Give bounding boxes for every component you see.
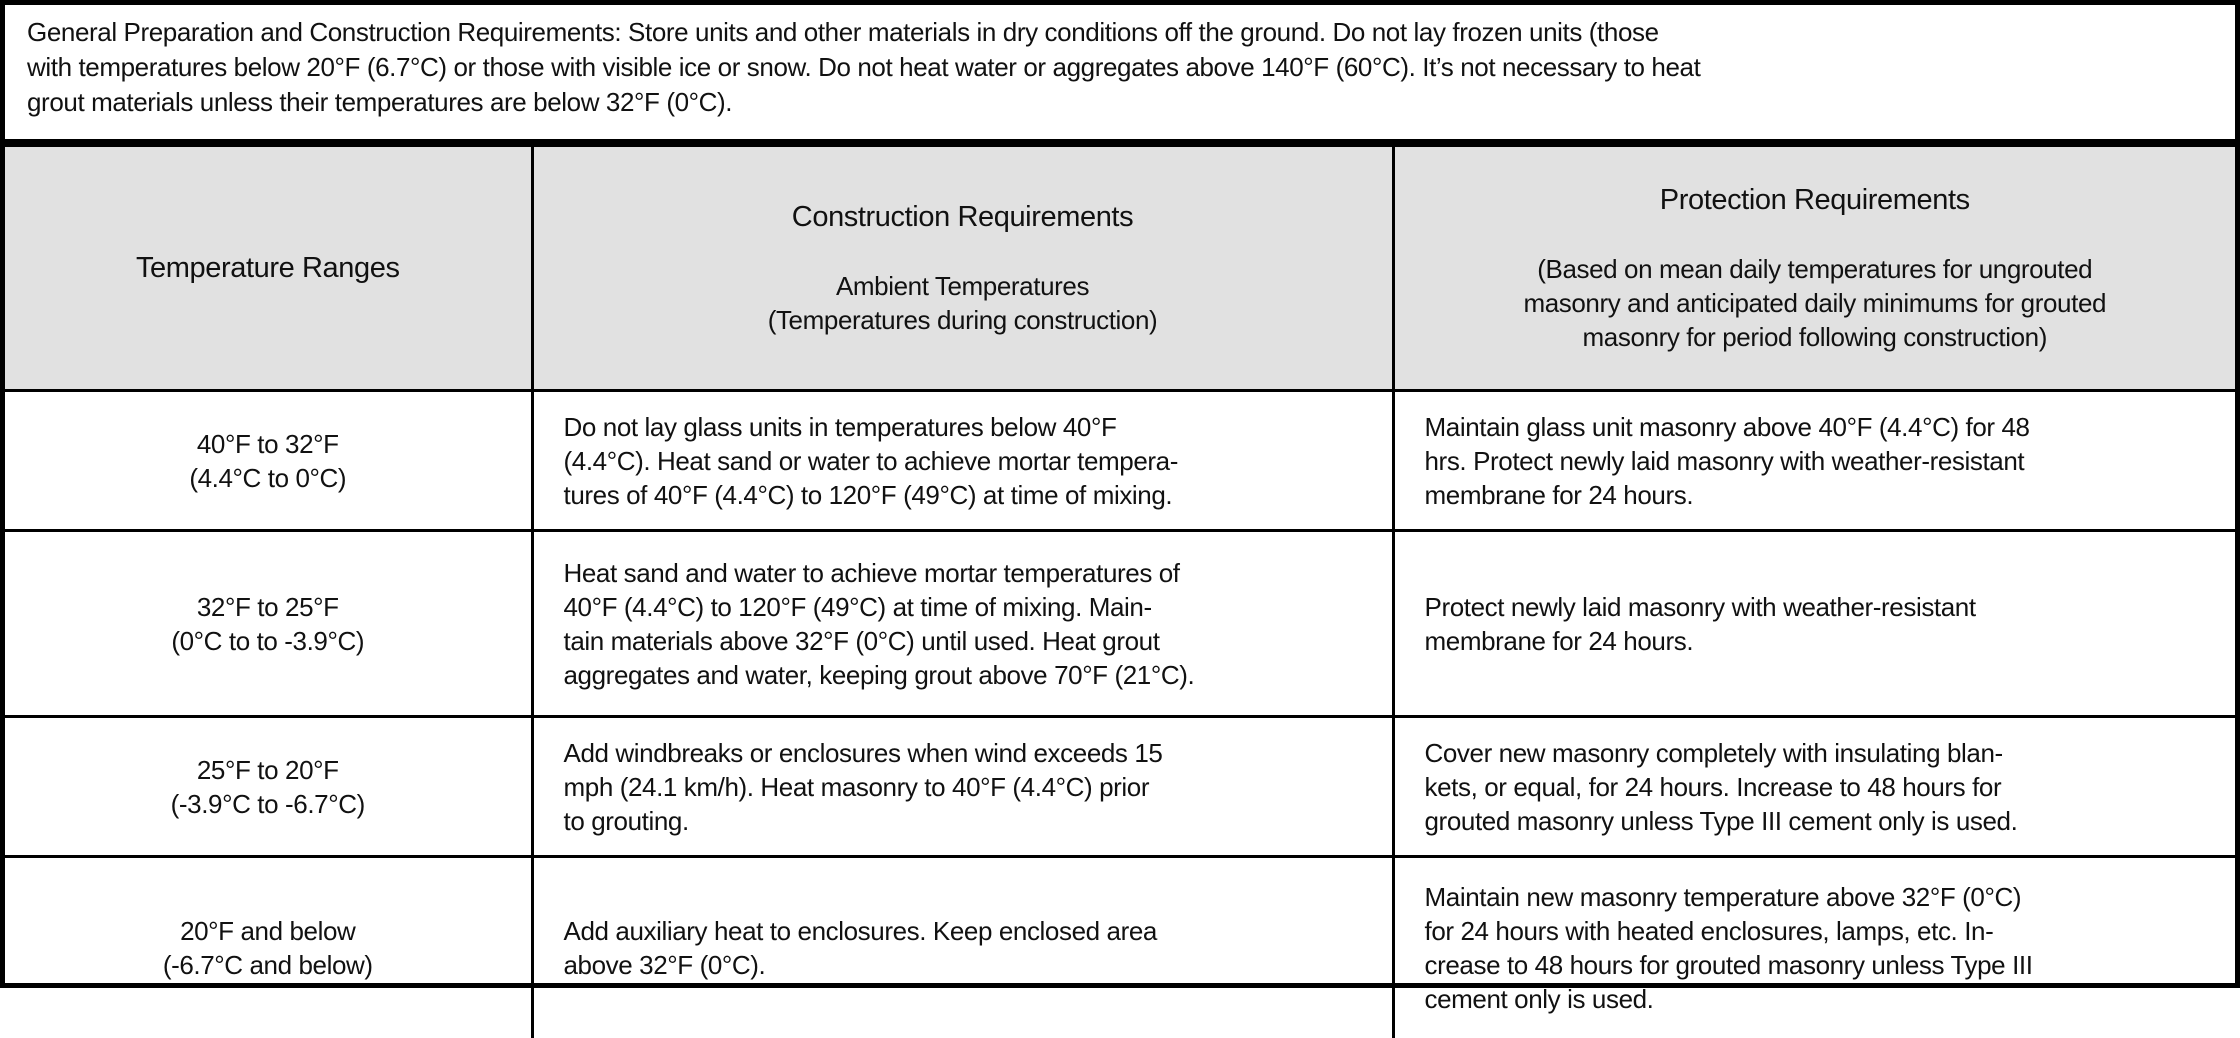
header-temperature-ranges: Temperature Ranges (5, 146, 532, 391)
table-row: 32°F to 25°F (0°C to to -3.9°C) Heat san… (5, 531, 2235, 717)
header-label: Temperature Ranges (6, 250, 530, 286)
protection-cell: Cover new masonry completely with insula… (1393, 717, 2235, 857)
construction-cell: Add auxiliary heat to enclosures. Keep e… (532, 857, 1393, 1038)
temperature-range-cell: 40°F to 32°F (4.4°C to 0°C) (5, 391, 532, 531)
temperature-range-cell: 32°F to 25°F (0°C to to -3.9°C) (5, 531, 532, 717)
temperature-range-cell: 20°F and below (-6.7°C and below) (5, 857, 532, 1038)
temperature-range-cell: 25°F to 20°F (-3.9°C to -6.7°C) (5, 717, 532, 857)
protection-cell: Protect newly laid masonry with weather-… (1393, 531, 2235, 717)
construction-cell: Add windbreaks or enclosures when wind e… (532, 717, 1393, 857)
construction-cell: Heat sand and water to achieve mortar te… (532, 531, 1393, 717)
cold-weather-table-document: General Preparation and Construction Req… (0, 0, 2240, 988)
construction-cell: Do not lay glass units in temperatures b… (532, 391, 1393, 531)
header-construction-requirements: Construction Requirements Ambient Temper… (532, 146, 1393, 391)
header-title: Construction Requirements (535, 199, 1391, 235)
protection-cell: Maintain new masonry temperature above 3… (1393, 857, 2235, 1038)
protection-cell: Maintain glass unit masonry above 40°F (… (1393, 391, 2235, 531)
table-row: 25°F to 20°F (-3.9°C to -6.7°C) Add wind… (5, 717, 2235, 857)
table-header-row: Temperature Ranges Construction Requirem… (5, 146, 2235, 391)
table-row: 20°F and below (-6.7°C and below) Add au… (5, 857, 2235, 1038)
header-subtitle: Ambient Temperatures (Temperatures durin… (535, 269, 1391, 337)
header-subtitle: (Based on mean daily temperatures for un… (1396, 252, 2235, 354)
general-requirements-note: General Preparation and Construction Req… (5, 5, 2235, 144)
requirements-table: Temperature Ranges Construction Requirem… (5, 144, 2235, 1038)
header-title: Protection Requirements (1396, 182, 2235, 218)
table-row: 40°F to 32°F (4.4°C to 0°C) Do not lay g… (5, 391, 2235, 531)
header-protection-requirements: Protection Requirements (Based on mean d… (1393, 146, 2235, 391)
